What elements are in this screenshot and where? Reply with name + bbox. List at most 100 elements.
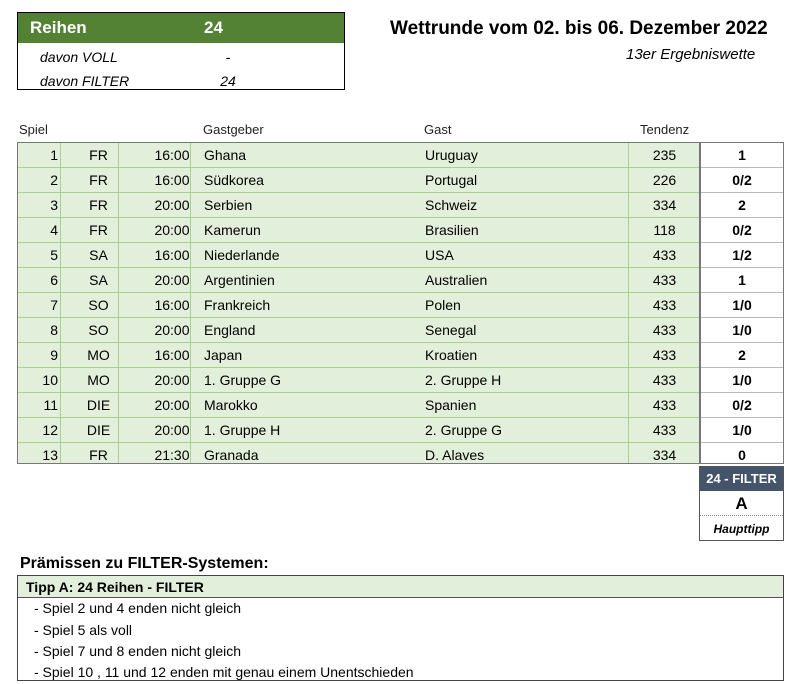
- match-home-team: Ghana: [204, 147, 247, 163]
- match-number: 2: [50, 172, 58, 188]
- match-tendency: 235: [652, 147, 677, 163]
- match-day: SO: [88, 322, 109, 338]
- summary-row-label: davon VOLL: [40, 49, 118, 65]
- match-away-team: Uruguay: [425, 147, 478, 163]
- match-row: 7 SO 16:00 Frankreich Polen 433: [18, 293, 699, 318]
- match-time: 16:00: [154, 247, 190, 263]
- match-day: DIE: [86, 397, 111, 413]
- tip-cell: 1/0: [701, 368, 783, 393]
- page-title: Wettrunde vom 02. bis 06. Dezember 2022: [390, 18, 768, 39]
- tip-cell: 2: [701, 193, 783, 218]
- column-header-gast: Gast: [424, 122, 452, 137]
- match-home-team: Niederlande: [204, 247, 280, 263]
- match-day: SO: [88, 297, 109, 313]
- match-row: 3 FR 20:00 Serbien Schweiz 334: [18, 193, 699, 218]
- tip-cell: 1: [701, 143, 783, 168]
- match-away-team: Senegal: [425, 322, 477, 338]
- match-row: 10 MO 20:00 1. Gruppe G 2. Gruppe H 433: [18, 368, 699, 393]
- tip-column: 1 0/2 2 0/2 1/2 1 1/0 1/0 2 1/0 0/2 1/0 0: [700, 142, 784, 464]
- match-away-team: 2. Gruppe G: [425, 422, 503, 438]
- match-number: 9: [50, 347, 58, 363]
- match-home-team: Serbien: [204, 197, 253, 213]
- filter-box: 24 - FILTER A Haupttipp: [699, 466, 784, 541]
- summary-header-value: 24: [204, 18, 223, 37]
- column-header-gastgeber: Gastgeber: [203, 122, 264, 137]
- tip-cell: 1/2: [701, 243, 783, 268]
- tip-value: 0/2: [732, 397, 752, 413]
- summary-row-voll: davon VOLL -: [18, 47, 344, 69]
- match-day: FR: [89, 172, 108, 188]
- tip-cell: 2: [701, 343, 783, 368]
- match-number: 13: [42, 447, 58, 463]
- tip-cell: 0/2: [701, 218, 783, 243]
- match-day: MO: [87, 347, 110, 363]
- premise-line: - Spiel 2 und 4 enden nicht gleich: [34, 600, 242, 616]
- match-row: 12 DIE 20:00 1. Gruppe H 2. Gruppe G 433: [18, 418, 699, 443]
- match-away-team: Brasilien: [425, 222, 479, 238]
- match-tendency: 433: [652, 322, 677, 338]
- summary-header: Reihen 24: [18, 13, 344, 43]
- match-home-team: England: [204, 322, 256, 338]
- match-number: 1: [50, 147, 58, 163]
- match-table: 1 FR 16:00 Ghana Uruguay 235 2 FR 16:00 Südkorea P…: [17, 142, 700, 464]
- match-number: 5: [50, 247, 58, 263]
- filter-letter: A: [700, 491, 783, 516]
- match-tendency: 118: [653, 222, 676, 238]
- match-time: 16:00: [154, 347, 190, 363]
- tip-cell: 1/0: [701, 418, 783, 443]
- tip-value: 2: [738, 197, 746, 213]
- summary-row-label: davon FILTER: [40, 73, 130, 89]
- tip-cell: 0/2: [701, 393, 783, 418]
- premises-title: Prämissen zu FILTER-Systemen:: [20, 555, 269, 572]
- match-number: 8: [50, 322, 58, 338]
- match-number: 3: [50, 197, 58, 213]
- match-row: 6 SA 20:00 Argentinien Australien 433: [18, 268, 699, 293]
- tip-value: 1/0: [732, 422, 752, 438]
- premise-line: - Spiel 10 , 11 und 12 enden mit genau e…: [34, 664, 414, 680]
- tip-value: 0/2: [732, 222, 752, 238]
- tip-cell: 0/2: [701, 168, 783, 193]
- match-home-team: Granada: [204, 447, 259, 463]
- match-time: 16:00: [154, 147, 190, 163]
- premises-header-label: Tipp A: 24 Reihen - FILTER: [26, 579, 204, 595]
- match-row: 11 DIE 20:00 Marokko Spanien 433: [18, 393, 699, 418]
- match-home-team: 1. Gruppe H: [204, 422, 281, 438]
- match-time: 20:00: [154, 322, 190, 338]
- match-away-team: USA: [425, 247, 454, 263]
- premises-header: Tipp A: 24 Reihen - FILTER: [18, 576, 783, 598]
- match-day: MO: [87, 372, 110, 388]
- premise-line: - Spiel 5 als voll: [34, 622, 133, 638]
- match-number: 11: [43, 397, 58, 413]
- match-away-team: Polen: [425, 297, 461, 313]
- match-away-team: Portugal: [425, 172, 478, 188]
- match-away-team: D. Alaves: [425, 447, 485, 463]
- match-number: 7: [50, 297, 58, 313]
- match-day: SA: [89, 272, 108, 288]
- match-row: 13 FR 21:30 Granada D. Alaves 334: [18, 443, 699, 468]
- tip-value: 0: [738, 447, 746, 463]
- match-day: DIE: [86, 422, 111, 438]
- tip-value: 1/0: [732, 297, 752, 313]
- match-home-team: Marokko: [204, 397, 258, 413]
- tip-value: 1/0: [732, 322, 752, 338]
- column-divider: [60, 143, 61, 463]
- match-day: FR: [89, 197, 108, 213]
- match-time: 20:00: [154, 222, 190, 238]
- match-tendency: 433: [652, 272, 677, 288]
- match-tendency: 334: [652, 447, 677, 463]
- match-number: 10: [42, 372, 58, 388]
- match-home-team: 1. Gruppe G: [204, 372, 282, 388]
- tip-cell: 1: [701, 268, 783, 293]
- match-row: 1 FR 16:00 Ghana Uruguay 235: [18, 143, 699, 168]
- match-away-team: Spanien: [425, 397, 477, 413]
- match-time: 20:00: [154, 422, 190, 438]
- match-row: 2 FR 16:00 Südkorea Portugal 226: [18, 168, 699, 193]
- match-row: 5 SA 16:00 Niederlande USA 433: [18, 243, 699, 268]
- match-day: FR: [89, 447, 108, 463]
- match-day: FR: [89, 147, 108, 163]
- match-tendency: 433: [652, 372, 677, 388]
- match-row: 4 FR 20:00 Kamerun Brasilien 118: [18, 218, 699, 243]
- match-row: 8 SO 20:00 England Senegal 433: [18, 318, 699, 343]
- match-home-team: Argentinien: [204, 272, 275, 288]
- summary-header-label: Reihen: [30, 18, 87, 37]
